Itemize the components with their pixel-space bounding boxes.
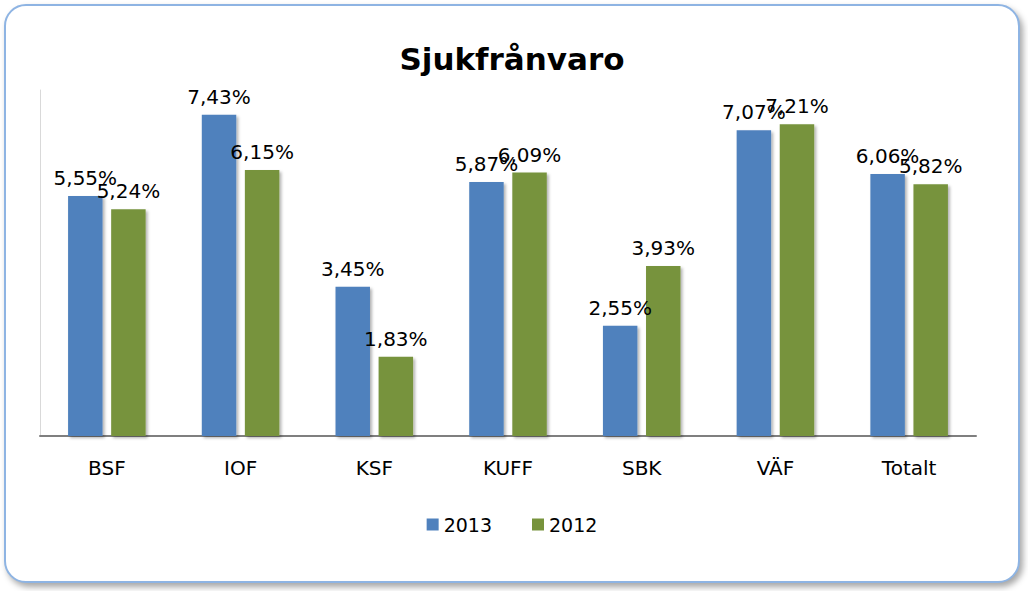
svg-text:5,55%: 5,55% bbox=[53, 166, 118, 190]
svg-text:6,09%: 6,09% bbox=[498, 143, 562, 167]
svg-text:KUFF: KUFF bbox=[483, 456, 533, 480]
svg-text:3,93%: 3,93% bbox=[631, 236, 695, 260]
svg-text:2012: 2012 bbox=[549, 514, 597, 536]
svg-text:SBK: SBK bbox=[622, 456, 662, 480]
svg-text:3,45%: 3,45% bbox=[321, 257, 385, 281]
svg-text:IOF: IOF bbox=[224, 456, 257, 480]
svg-text:KSF: KSF bbox=[356, 456, 393, 480]
svg-text:5,24%: 5,24% bbox=[97, 179, 161, 203]
svg-text:6,06%: 6,06% bbox=[855, 143, 920, 168]
svg-text:1,83%: 1,83% bbox=[364, 327, 428, 351]
svg-text:Sjukfrånvaro: Sjukfrånvaro bbox=[399, 41, 624, 77]
svg-text:BSF: BSF bbox=[88, 456, 126, 480]
svg-text:5,82%: 5,82% bbox=[899, 154, 963, 178]
svg-text:6,15%: 6,15% bbox=[230, 140, 294, 164]
svg-text:Totalt: Totalt bbox=[881, 456, 937, 480]
svg-text:7,07%: 7,07% bbox=[722, 100, 786, 125]
svg-text:5,87%: 5,87% bbox=[454, 152, 519, 177]
svg-text:7,21%: 7,21% bbox=[765, 94, 829, 118]
svg-text:7,43%: 7,43% bbox=[187, 85, 251, 109]
svg-text:2,55%: 2,55% bbox=[588, 296, 652, 320]
svg-text:VÄF: VÄF bbox=[757, 456, 795, 480]
svg-text:2013: 2013 bbox=[444, 514, 492, 536]
